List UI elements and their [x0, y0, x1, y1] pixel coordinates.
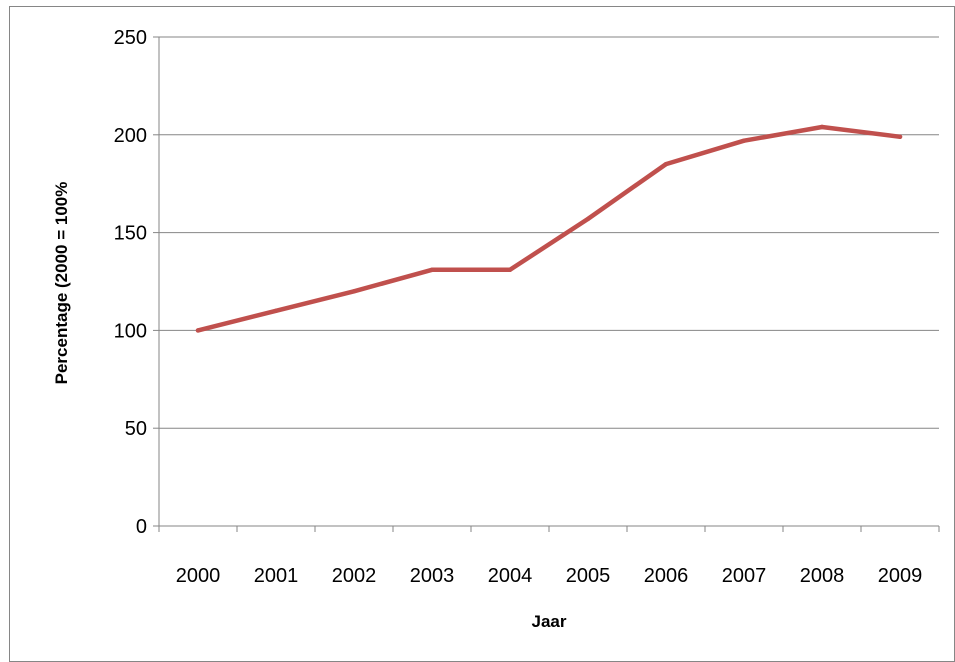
- data-point: [663, 161, 669, 167]
- x-tick-label: 2004: [488, 565, 533, 587]
- x-tick-label: 2002: [332, 565, 377, 587]
- x-tick-label: 2008: [800, 565, 845, 587]
- data-point: [897, 134, 903, 139]
- data-point: [819, 124, 825, 130]
- y-tick-label: 150: [114, 223, 147, 245]
- data-point: [429, 267, 435, 272]
- x-tick-label: 2007: [722, 565, 767, 587]
- data-point: [195, 328, 201, 333]
- gridlines: [159, 36, 939, 429]
- y-tick-labels: 0 50 100 150 200 250: [114, 27, 159, 538]
- y-tick-label: 100: [114, 320, 147, 342]
- y-tick-label: 250: [114, 27, 147, 49]
- y-axis-title: Percentage (2000 = 100%: [52, 182, 71, 385]
- chart-frame: [9, 6, 955, 662]
- y-tick-label: 0: [136, 516, 147, 538]
- x-tick-label: 2009: [878, 565, 923, 587]
- data-point: [507, 267, 513, 272]
- y-tick-label: 50: [125, 418, 147, 440]
- data-point: [273, 308, 279, 314]
- x-tick-label: 2001: [254, 565, 299, 587]
- data-point: [585, 216, 591, 222]
- series-line: [195, 124, 903, 333]
- x-tick-label: 2000: [176, 565, 221, 587]
- data-point: [351, 289, 357, 294]
- data-point: [741, 138, 747, 143]
- x-tick-labels: 2000 2001 2002 2003 2004 2005 2006 2007 2008 2009: [158, 526, 940, 587]
- x-tick-label: 2006: [644, 565, 689, 587]
- x-tick-label: 2003: [410, 565, 455, 587]
- series-layer: [195, 124, 903, 333]
- x-axis-title: Jaar: [532, 612, 567, 631]
- x-tick-label: 2005: [566, 565, 611, 587]
- y-tick-label: 200: [114, 125, 147, 147]
